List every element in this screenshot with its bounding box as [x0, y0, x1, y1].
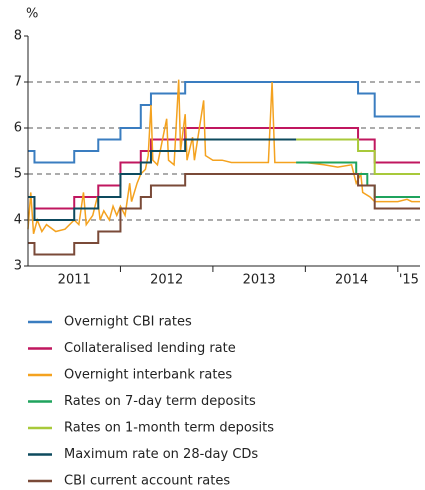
x-tick-label: 2011: [58, 273, 91, 288]
y-tick-label: 4: [14, 213, 22, 228]
y-axis-label: %: [26, 7, 38, 22]
legend-label: Maximum rate on 28-day CDs: [64, 447, 258, 462]
series-line: [28, 81, 420, 164]
y-tick-label: 5: [14, 167, 22, 182]
y-tick-label: 3: [14, 259, 22, 274]
y-tick-label: 7: [14, 75, 22, 90]
legend-label: Rates on 1-month term deposits: [64, 421, 274, 436]
legend-label: Overnight interbank rates: [64, 368, 232, 383]
x-tick-label: 2012: [150, 273, 183, 288]
legend-label: Rates on 7-day term deposits: [64, 394, 256, 409]
x-tick-label: '15: [399, 273, 419, 288]
y-tick-label: 8: [14, 29, 22, 44]
x-tick-label: 2013: [243, 273, 276, 288]
legend-label: CBI current account rates: [64, 474, 230, 487]
series-line: [28, 173, 420, 256]
series-line: [28, 127, 420, 210]
series-line: [296, 138, 420, 175]
legend-label: Collateralised lending rate: [64, 341, 236, 356]
y-tick-label: 6: [14, 121, 22, 136]
series-line: [27, 79, 420, 234]
series-line: [28, 138, 297, 221]
x-tick-label: 2014: [335, 273, 368, 288]
legend-label: Overnight CBI rates: [64, 315, 192, 330]
